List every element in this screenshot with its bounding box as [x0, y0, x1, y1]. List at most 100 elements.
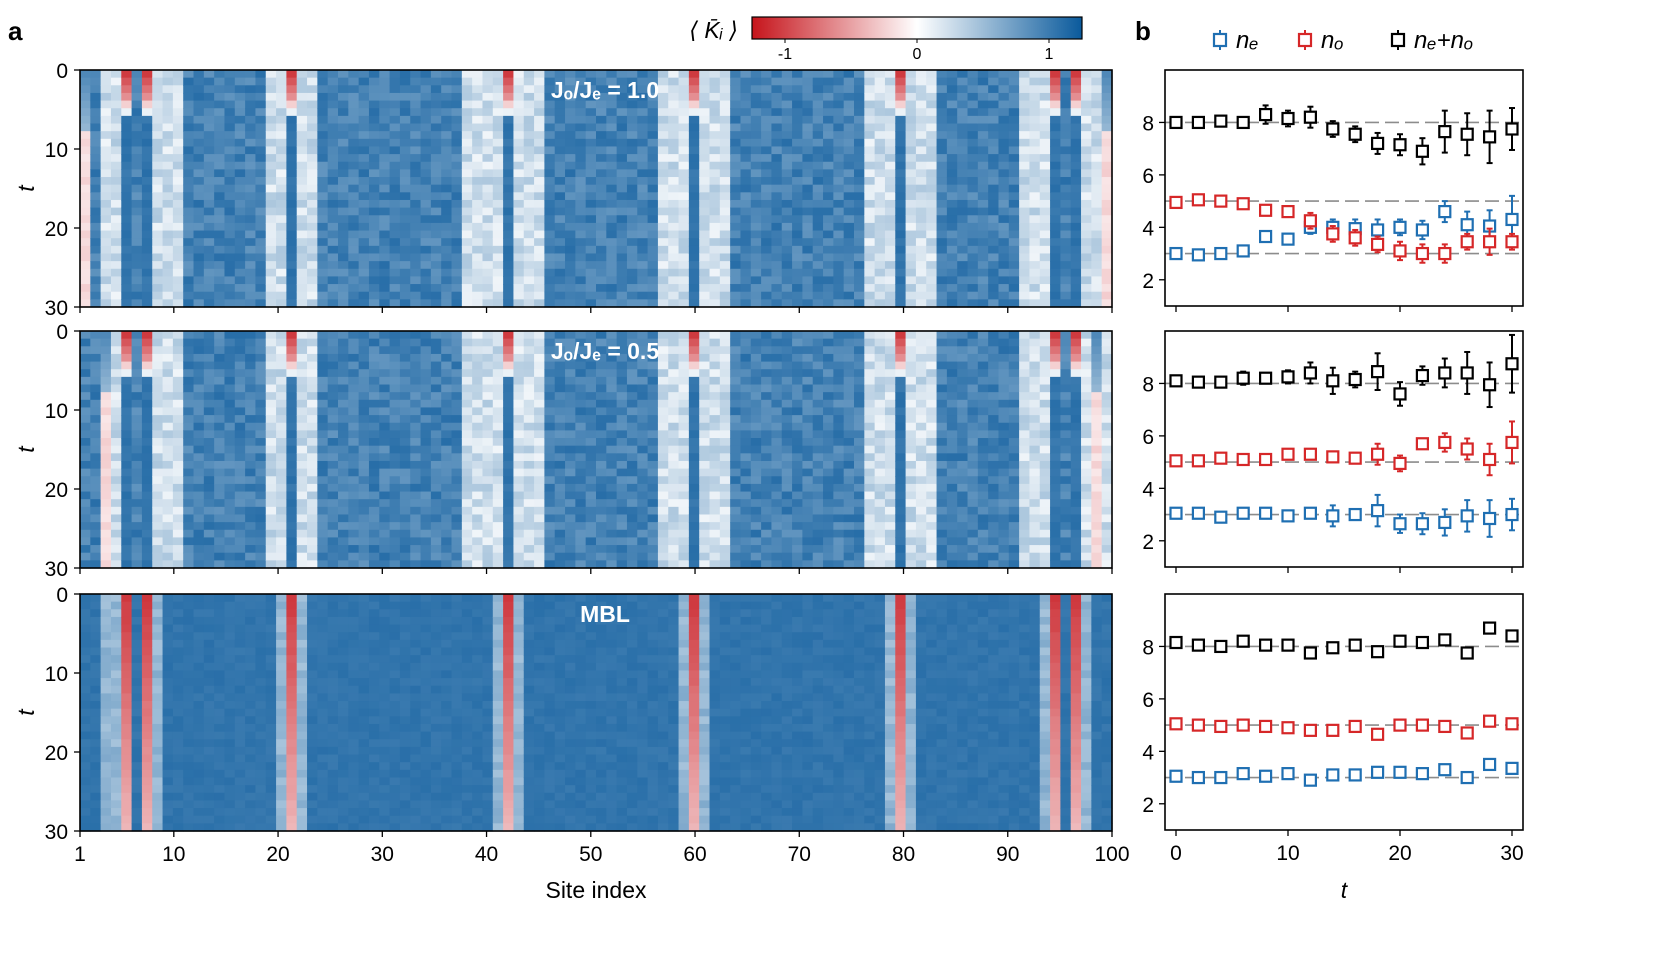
heatmap-cell [296, 276, 308, 285]
heatmap-cell [503, 369, 515, 378]
heatmap-cell [1091, 245, 1103, 255]
heatmap-cell [203, 415, 215, 424]
heatmap-cell [854, 131, 865, 140]
heatmap-cell [100, 123, 112, 132]
heatmap-cell [255, 331, 267, 340]
heatmap-cell [348, 522, 360, 531]
heatmap-cell [214, 445, 226, 454]
heatmap-cell [647, 230, 659, 239]
heatmap-cell [998, 115, 1010, 125]
heatmap-cell [183, 376, 195, 386]
heatmap-cell [379, 514, 391, 523]
heatmap-cell [606, 192, 618, 201]
heatmap-cell [565, 192, 576, 201]
heatmap-cell [503, 506, 515, 516]
heatmap-cell [657, 476, 669, 485]
heatmap-cell [286, 299, 298, 308]
heatmap-cell [957, 169, 969, 178]
heatmap-cell [854, 276, 865, 285]
heatmap-cell [957, 177, 969, 186]
heatmap-cell [957, 146, 969, 155]
heatmap-cell [255, 100, 267, 109]
heatmap-cell [327, 238, 339, 247]
heatmap-cell [544, 92, 556, 102]
heatmap-cell [286, 85, 298, 94]
heatmap-cell [193, 353, 205, 363]
heatmap-cell [379, 331, 391, 340]
heatmap-cell [523, 483, 535, 493]
heatmap-cell [472, 85, 484, 94]
heatmap-cell [699, 253, 711, 262]
heatmap-cell [812, 215, 824, 224]
heatmap-cell [338, 361, 349, 370]
heatmap-cell [802, 215, 814, 224]
heatmap-cell [410, 361, 422, 370]
heatmap-cell [399, 115, 411, 125]
heatmap-cell [730, 70, 742, 79]
heatmap-cell [152, 422, 164, 431]
heatmap-cell [482, 184, 494, 193]
heatmap-cell [399, 552, 411, 561]
heatmap-cell [265, 230, 277, 239]
heatmap-cell [389, 399, 401, 409]
heatmap-cell [1070, 215, 1082, 224]
heatmap-cell [420, 261, 432, 270]
heatmap-cell [864, 85, 876, 94]
heatmap-cell [338, 77, 349, 86]
heatmap-cell [678, 131, 690, 140]
heatmap-cell [100, 460, 112, 470]
heatmap-cell [513, 415, 525, 424]
heatmap-cell [957, 85, 969, 94]
heatmap-cell [121, 85, 133, 94]
heatmap-cell [771, 146, 783, 155]
heatmap-cell [203, 161, 215, 170]
heatmap-cell [554, 268, 566, 278]
heatmap-cell [451, 184, 463, 193]
heatmap-cell [1101, 146, 1113, 155]
heatmap-cell [430, 215, 442, 224]
heatmap-cell [265, 545, 277, 554]
heatmap-cell [637, 146, 649, 155]
heatmap-cell [678, 77, 690, 86]
heatmap-cell [1070, 123, 1082, 132]
heatmap-cell [575, 445, 587, 454]
heatmap-cell [657, 291, 669, 300]
heatmap-cell [338, 199, 349, 209]
heatmap-cell [461, 169, 473, 178]
heatmap-cell [399, 77, 411, 86]
heatmap-cell [957, 92, 969, 102]
heatmap-cell [172, 161, 184, 170]
heatmap-cell [781, 138, 793, 148]
heatmap-cell [1039, 177, 1051, 186]
heatmap-cell [730, 215, 742, 224]
heatmap-cell [441, 483, 453, 493]
heatmap-cell [1050, 108, 1061, 117]
heatmap-cell [977, 192, 989, 201]
heatmap-cell [1029, 115, 1041, 125]
heatmap-cell [709, 284, 721, 293]
heatmap-cell [854, 138, 865, 148]
heatmap-cell [523, 384, 535, 393]
heatmap-cell [183, 460, 195, 470]
heatmap-cell [585, 284, 597, 293]
heatmap-cell [430, 338, 442, 347]
heatmap-cell [286, 560, 298, 569]
heatmap-cell [214, 453, 226, 462]
heatmap-cell [637, 514, 649, 523]
heatmap-cell [162, 499, 174, 508]
heatmap-cell [110, 384, 122, 393]
heatmap-cell [121, 100, 133, 109]
heatmap-cell [172, 560, 184, 569]
heatmap-cell [399, 222, 411, 232]
heatmap-cell [626, 537, 638, 546]
heatmap-cell [441, 491, 453, 500]
heatmap-cell [317, 392, 329, 401]
heatmap-cell [399, 376, 411, 386]
heatmap-cell [606, 453, 618, 462]
heatmap-cell [131, 161, 143, 170]
heatmap-cell [534, 222, 545, 232]
heatmap-cell [647, 392, 659, 401]
heatmap-cell [245, 445, 257, 454]
heatmap-cell [884, 146, 896, 155]
heatmap-cell [668, 369, 680, 378]
